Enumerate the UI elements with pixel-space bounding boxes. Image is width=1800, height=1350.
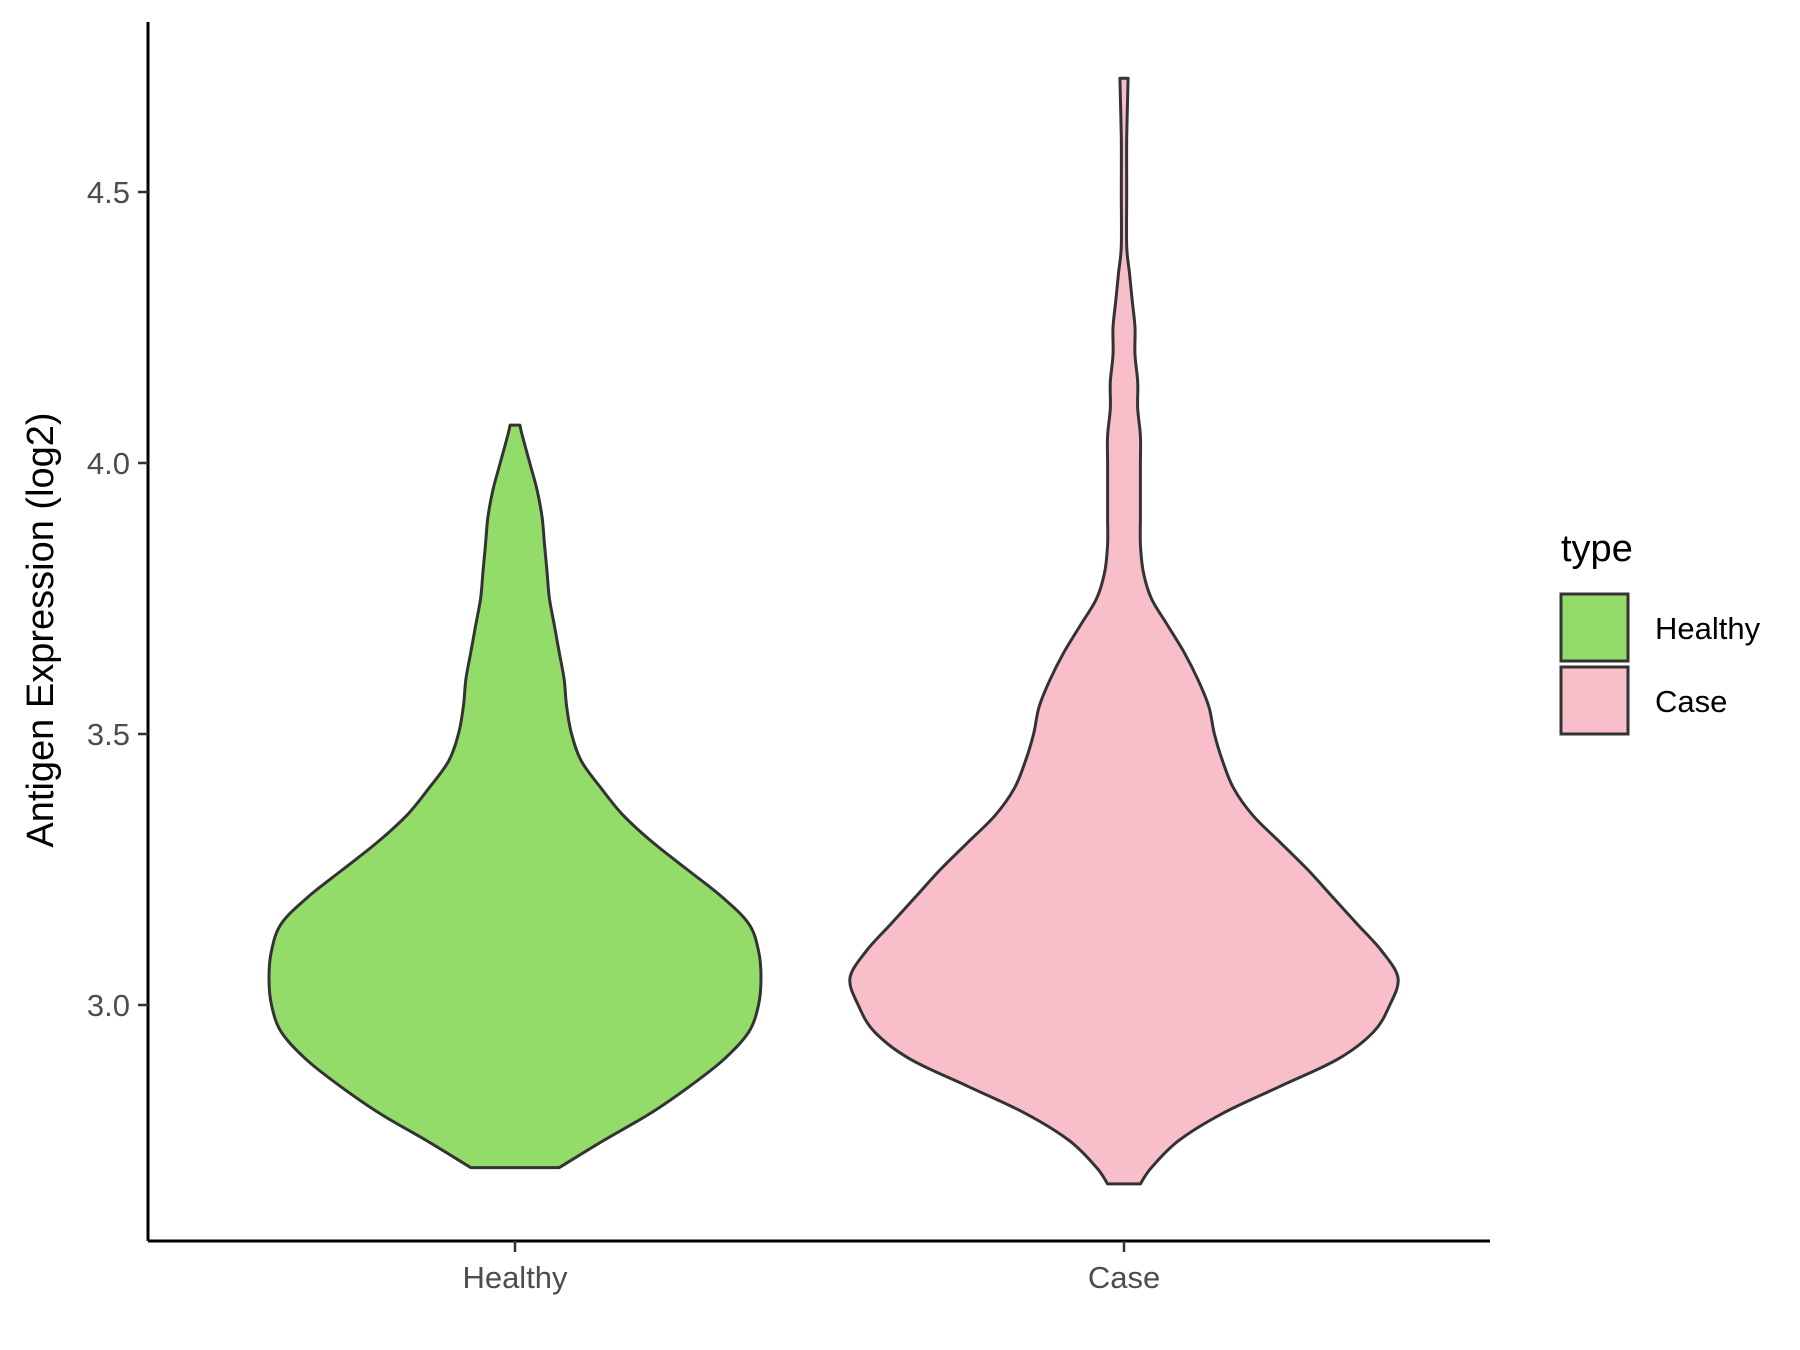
x-tick-label: Healthy (462, 1260, 568, 1295)
legend-swatch-healthy (1559, 592, 1630, 663)
legend-label-case: Case (1655, 684, 1727, 719)
y-tick-label: 3.0 (87, 988, 130, 1023)
legend-swatch-case (1559, 665, 1630, 736)
violin-case (848, 76, 1400, 1186)
violins-layer (267, 76, 1400, 1186)
violin-healthy (267, 423, 763, 1170)
x-tick-label: Case (1088, 1260, 1160, 1295)
legend-title: type (1561, 528, 1633, 570)
legend-label-healthy: Healthy (1655, 611, 1761, 646)
y-axis-ticks: 3.0 3.5 4.0 4.5 (87, 175, 148, 1023)
y-tick-label: 3.5 (87, 717, 130, 752)
y-axis-title: Antigen Expression (log2) (20, 412, 62, 847)
legend: type Healthy Case (1559, 528, 1761, 736)
y-tick-label: 4.0 (87, 446, 130, 481)
x-axis-ticks: Healthy Case (462, 1241, 1160, 1295)
legend-entries: Healthy Case (1559, 592, 1761, 736)
y-tick-label: 4.5 (87, 175, 130, 210)
